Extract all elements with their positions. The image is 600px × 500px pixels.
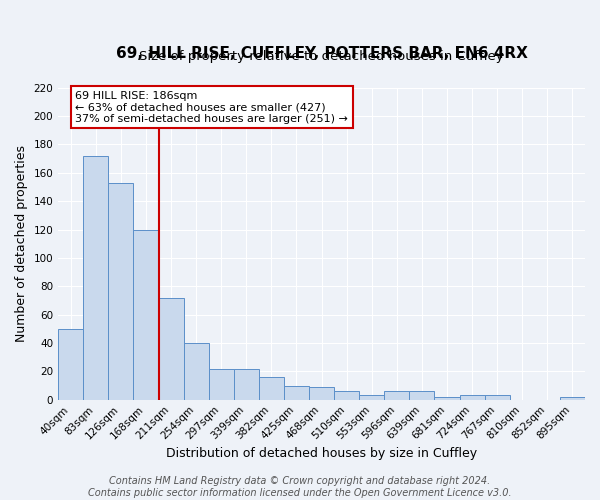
Bar bbox=[83, 156, 109, 400]
Title: Size of property relative to detached houses in Cuffley: Size of property relative to detached ho… bbox=[139, 50, 504, 63]
Text: 69, HILL RISE, CUFFLEY, POTTERS BAR, EN6 4RX: 69, HILL RISE, CUFFLEY, POTTERS BAR, EN6… bbox=[116, 46, 527, 61]
Bar bbox=[259, 377, 284, 400]
Bar bbox=[209, 368, 234, 400]
Bar bbox=[359, 396, 385, 400]
Bar bbox=[58, 329, 83, 400]
Bar bbox=[460, 396, 485, 400]
Bar bbox=[284, 386, 309, 400]
Bar bbox=[434, 397, 460, 400]
Bar bbox=[485, 396, 510, 400]
Bar bbox=[109, 182, 133, 400]
Text: 69 HILL RISE: 186sqm
← 63% of detached houses are smaller (427)
37% of semi-deta: 69 HILL RISE: 186sqm ← 63% of detached h… bbox=[75, 90, 348, 124]
Bar bbox=[334, 391, 359, 400]
Bar bbox=[560, 397, 585, 400]
Bar bbox=[309, 387, 334, 400]
Bar bbox=[184, 343, 209, 400]
Bar bbox=[133, 230, 158, 400]
X-axis label: Distribution of detached houses by size in Cuffley: Distribution of detached houses by size … bbox=[166, 447, 477, 460]
Bar bbox=[234, 368, 259, 400]
Y-axis label: Number of detached properties: Number of detached properties bbox=[15, 145, 28, 342]
Text: Contains HM Land Registry data © Crown copyright and database right 2024.
Contai: Contains HM Land Registry data © Crown c… bbox=[88, 476, 512, 498]
Bar bbox=[385, 391, 409, 400]
Bar bbox=[409, 391, 434, 400]
Bar bbox=[158, 298, 184, 400]
